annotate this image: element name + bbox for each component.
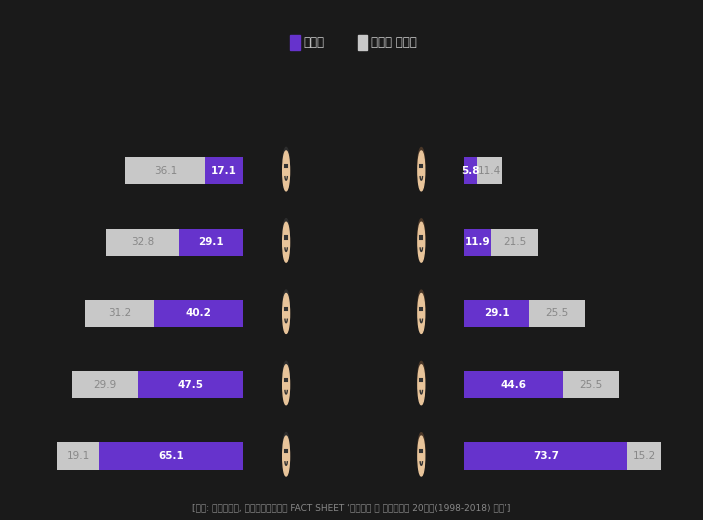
Text: 19.1: 19.1 — [66, 451, 89, 461]
Bar — [125, 158, 205, 185]
Wedge shape — [418, 361, 425, 383]
Text: [출캘: 질병관리청, 국민건강영양조사 FACT SHEET ‘건강형태 및 만성질환의 20년간(1998-2018) 변화’]: [출캘: 질병관리청, 국민건강영양조사 FACT SHEET ‘건강형태 및 … — [193, 503, 510, 512]
Bar — [85, 300, 154, 327]
Circle shape — [283, 365, 290, 405]
Bar — [491, 229, 538, 256]
Text: 29.1: 29.1 — [198, 237, 224, 247]
Text: 고팀압 전단계: 고팀압 전단계 — [371, 36, 417, 49]
Circle shape — [418, 151, 425, 191]
Text: 29.9: 29.9 — [93, 380, 117, 390]
Text: 5.8: 5.8 — [461, 166, 480, 176]
Circle shape — [283, 293, 290, 333]
Bar — [464, 158, 477, 185]
Wedge shape — [283, 147, 290, 167]
Bar — [464, 300, 529, 327]
Bar — [464, 229, 491, 256]
Text: 17.1: 17.1 — [212, 166, 237, 176]
Text: 25.5: 25.5 — [546, 308, 569, 318]
Text: 40.2: 40.2 — [186, 308, 212, 318]
Bar — [627, 443, 661, 470]
Text: 25.5: 25.5 — [579, 380, 602, 390]
Text: 21.5: 21.5 — [503, 237, 526, 247]
Bar — [106, 229, 179, 256]
Bar — [179, 229, 243, 256]
Bar — [57, 443, 99, 470]
Text: 44.6: 44.6 — [501, 380, 527, 390]
Wedge shape — [283, 361, 290, 381]
Text: 11.9: 11.9 — [465, 237, 490, 247]
Bar — [464, 443, 627, 470]
Circle shape — [283, 222, 290, 262]
Text: 47.5: 47.5 — [178, 380, 204, 390]
Bar — [72, 371, 138, 398]
Wedge shape — [283, 218, 290, 239]
Wedge shape — [418, 290, 425, 312]
Wedge shape — [283, 290, 290, 310]
Bar — [529, 300, 585, 327]
Text: 31.2: 31.2 — [108, 308, 131, 318]
Bar — [99, 443, 243, 470]
Bar — [154, 300, 243, 327]
Text: 73.7: 73.7 — [533, 451, 559, 461]
Wedge shape — [418, 433, 425, 454]
Text: 15.2: 15.2 — [633, 451, 656, 461]
Text: 29.1: 29.1 — [484, 308, 509, 318]
Bar — [563, 371, 619, 398]
Wedge shape — [418, 148, 425, 170]
Circle shape — [283, 436, 290, 476]
Circle shape — [418, 436, 425, 476]
Bar — [358, 35, 368, 50]
Bar — [290, 35, 300, 50]
Text: 65.1: 65.1 — [158, 451, 184, 461]
Circle shape — [418, 293, 425, 333]
Circle shape — [418, 222, 425, 262]
Text: 고팀압: 고팀압 — [304, 36, 325, 49]
Wedge shape — [283, 433, 290, 452]
Bar — [477, 158, 503, 185]
Bar — [138, 371, 243, 398]
Circle shape — [418, 365, 425, 405]
Text: 11.4: 11.4 — [478, 166, 501, 176]
Bar — [205, 158, 243, 185]
Text: 36.1: 36.1 — [154, 166, 177, 176]
Text: 32.8: 32.8 — [131, 237, 154, 247]
Circle shape — [283, 151, 290, 191]
Wedge shape — [418, 219, 425, 241]
Bar — [464, 371, 563, 398]
